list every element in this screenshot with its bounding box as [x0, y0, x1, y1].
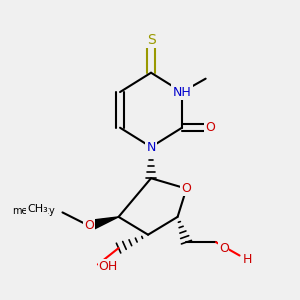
Text: O: O [84, 219, 94, 232]
Text: N: N [146, 140, 156, 154]
Text: CH₃: CH₃ [27, 204, 48, 214]
Text: O: O [182, 182, 191, 195]
Polygon shape [88, 217, 118, 231]
Text: methoxy: methoxy [12, 206, 55, 216]
Text: O: O [205, 121, 215, 134]
Text: NH: NH [172, 85, 191, 98]
Text: H: H [242, 254, 252, 266]
Text: OH: OH [99, 260, 118, 273]
Text: S: S [147, 33, 155, 47]
Text: O: O [219, 242, 229, 255]
